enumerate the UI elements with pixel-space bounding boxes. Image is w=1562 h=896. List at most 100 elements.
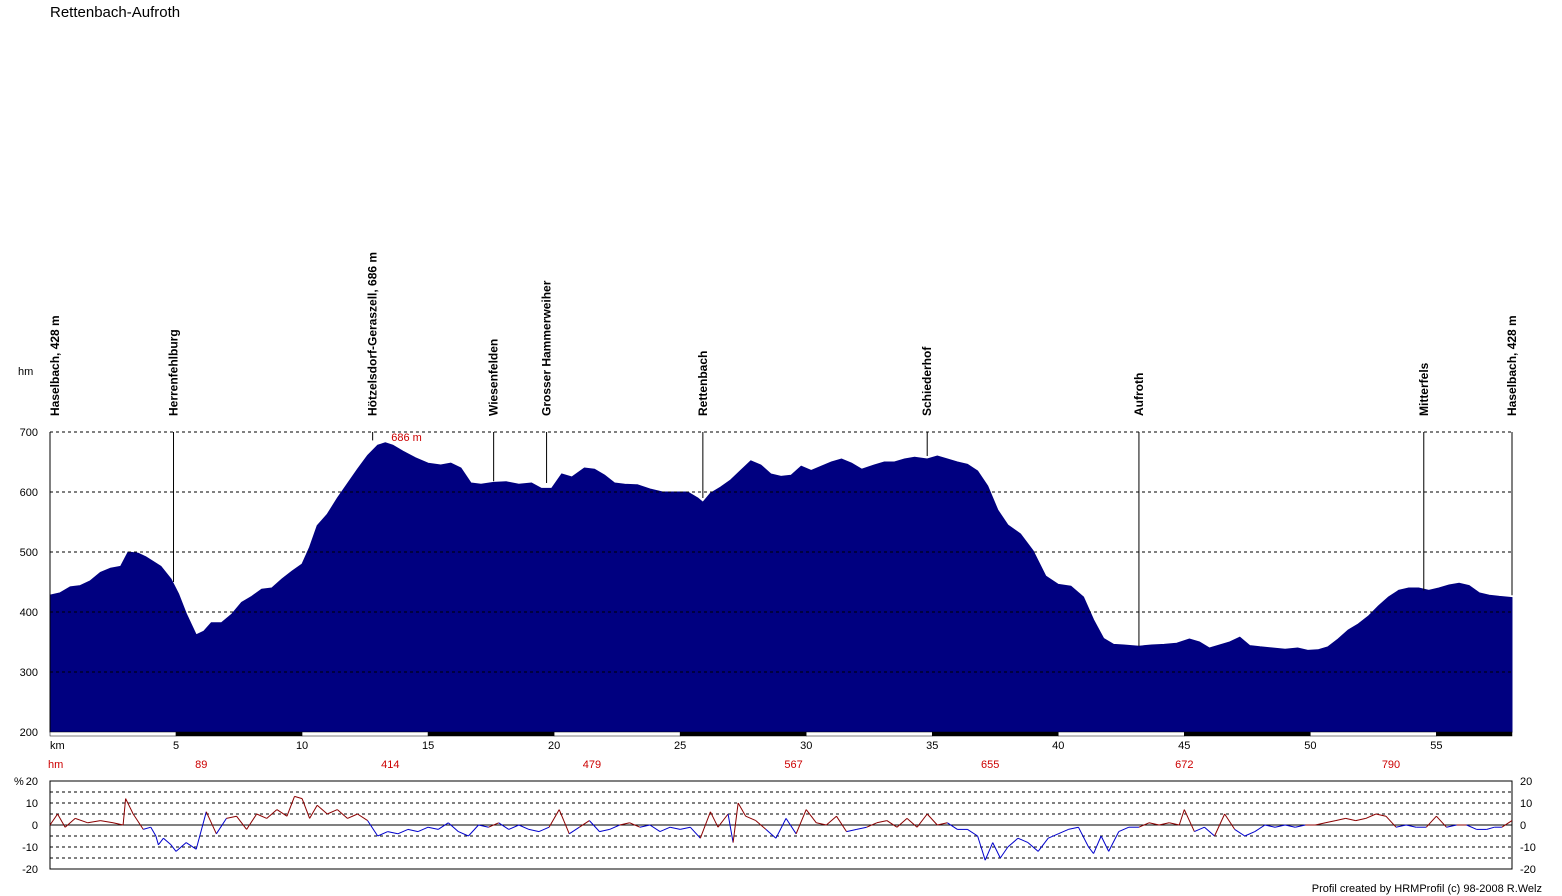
gradient-segment [629, 822, 641, 828]
gradient-segment [1436, 815, 1447, 828]
elevation-area [49, 442, 1513, 733]
x-tick-label: 35 [926, 740, 938, 752]
gradient-segment [947, 822, 958, 830]
gradient-segment [1148, 822, 1160, 826]
gradient-segment [57, 813, 66, 828]
km-scale-segment [301, 731, 429, 737]
gradient-segment [256, 813, 267, 819]
gradient-tick-left: 20 [26, 776, 38, 788]
gradient-segment [1264, 824, 1276, 828]
gradient-segment [680, 826, 691, 830]
gradient-segment [498, 822, 510, 830]
gradient-segment [327, 809, 338, 815]
x-tick-label: 10 [296, 740, 308, 752]
gradient-segment [1375, 813, 1387, 817]
gradient-segment [64, 818, 76, 828]
gradient-segment [1244, 831, 1256, 837]
waypoint-label: Hötzelsdorf-Geraszell, 686 m [366, 252, 380, 416]
gradient-segment [1118, 826, 1130, 833]
gradient-tick-right: -10 [1520, 842, 1536, 854]
x-tick-label: 50 [1304, 740, 1316, 752]
x-tick-label: 30 [800, 740, 812, 752]
gradient-segment [846, 828, 857, 833]
gradient-segment [417, 826, 429, 833]
gradient-segment [294, 795, 303, 800]
gradient-segment [508, 824, 520, 830]
gradient-segment [826, 815, 837, 826]
gradient-segment [926, 813, 938, 826]
gradient-segment [205, 811, 217, 835]
x-tick-label: 5 [173, 740, 179, 752]
gradient-segment [157, 837, 164, 846]
gradient-segment [977, 835, 986, 861]
gradient-segment [226, 815, 237, 819]
gradient-segment [669, 826, 681, 830]
gradient-tick-left: 10 [26, 798, 38, 810]
y-tick-label: 300 [20, 667, 38, 679]
gradient-segment [1108, 831, 1120, 852]
cumulative-climb-value: 790 [1382, 759, 1400, 771]
gradient-segment [699, 811, 711, 839]
gradient-tick-left: -20 [22, 864, 38, 876]
km-scale-segment [931, 731, 1059, 737]
gradient-segment [1385, 815, 1397, 828]
gradient-segment [286, 796, 295, 817]
gradient-segment [732, 802, 739, 843]
cumulative-climb-value: 567 [784, 759, 802, 771]
gradient-segment [1285, 824, 1296, 828]
gradient-segment [906, 818, 918, 828]
gradient-tick-right: 20 [1520, 776, 1532, 788]
waypoint-label: Rettenbach [696, 351, 710, 416]
cumulative-climb-value: 89 [195, 759, 207, 771]
gradient-segment [1183, 809, 1195, 832]
gradient-segment [1395, 824, 1407, 828]
gradient-segment [1007, 837, 1019, 848]
gradient-segment [999, 846, 1009, 859]
gradient-segment [1295, 824, 1306, 828]
y-tick-label: 500 [20, 547, 38, 559]
gradient-segment [1068, 826, 1079, 830]
gradient-segment [755, 820, 767, 830]
gradient-segment [337, 809, 348, 819]
gradient-segment [579, 820, 590, 828]
gradient-segment [599, 828, 610, 833]
gradient-segment [1315, 822, 1326, 826]
gradient-segment [518, 824, 530, 830]
gradient-tick-left: 0 [32, 820, 38, 832]
gradient-segment [1194, 826, 1205, 833]
gradient-segment [1077, 826, 1089, 848]
gradient-segment [478, 824, 489, 828]
gradient-tick-right: -20 [1520, 864, 1536, 876]
gradient-segment [876, 820, 887, 824]
gradient-segment [367, 820, 379, 837]
gradient-segment [717, 813, 729, 828]
x-tick-label: 55 [1430, 740, 1442, 752]
gradient-segment [659, 826, 671, 833]
gradient-segment [548, 809, 560, 828]
climb-row-label: hm [48, 759, 63, 771]
gradient-segment [301, 798, 311, 819]
gradient-segment [1058, 828, 1069, 835]
gradient-segment [387, 831, 398, 835]
gradient-segment [215, 818, 227, 835]
gradient-segment [558, 809, 570, 834]
gradient-segment [1224, 813, 1236, 830]
waypoint-label: Haselbach, 428 m [1505, 315, 1519, 416]
waypoint-label: Herrenfehlburg [167, 329, 181, 416]
gradient-segment [163, 837, 172, 846]
cumulative-climb-value: 672 [1175, 759, 1193, 771]
waypoint-label: Haselbach, 428 m [48, 315, 62, 416]
km-scale-segment [1058, 731, 1185, 737]
gradient-segment [316, 804, 328, 815]
gradient-segment [1345, 817, 1356, 822]
gradient-segment [377, 831, 388, 837]
gradient-segment [775, 818, 787, 839]
gradient-segment [709, 811, 719, 828]
gradient-segment [1093, 835, 1102, 854]
gradient-segment [896, 818, 908, 828]
waypoint-label: Grosser Hammerweiher [540, 280, 554, 416]
gradient-segment [689, 826, 701, 839]
y-tick-label: 400 [20, 607, 38, 619]
gradient-segment [246, 813, 258, 830]
gradient-segment [1365, 813, 1377, 819]
